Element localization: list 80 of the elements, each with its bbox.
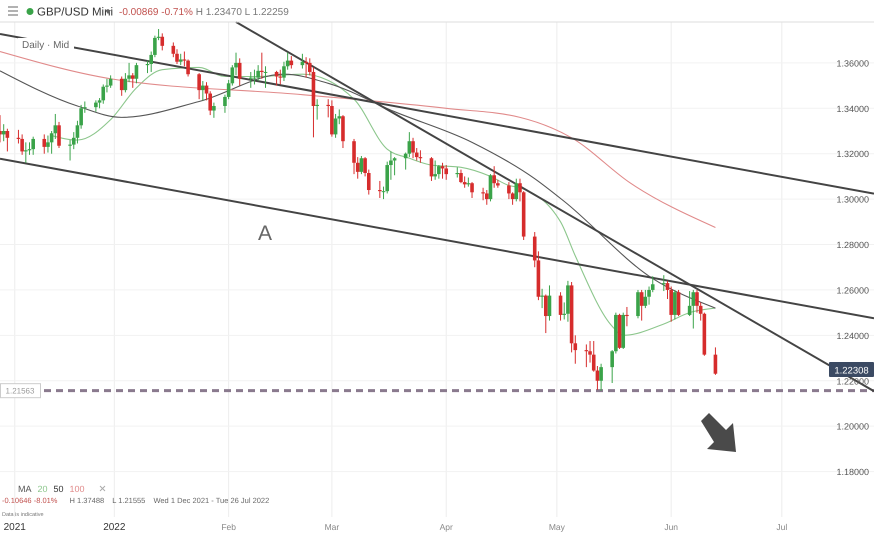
candlestick (636, 289, 640, 319)
y-tick-label: 1.36000 (836, 58, 869, 68)
candlestick (676, 289, 680, 317)
annotation: A (258, 222, 272, 245)
candlestick (252, 69, 256, 85)
x-tick-label: Jul (776, 522, 788, 532)
candlestick (120, 76, 124, 96)
x-tick-label: Feb (221, 522, 236, 532)
candlestick (238, 58, 242, 86)
x-tick-label: 2022 (103, 522, 126, 533)
candlestick (599, 363, 603, 392)
candlestick (466, 177, 470, 188)
candlestick (548, 284, 552, 322)
candlestick (248, 71, 253, 88)
candlestick (714, 346, 718, 376)
y-tick-label: 1.20000 (836, 422, 869, 432)
candlestick (108, 74, 112, 88)
candlestick (492, 166, 496, 188)
candlestick (300, 53, 304, 70)
candlestick (274, 70, 278, 86)
candlestick (201, 80, 205, 101)
candlestick (692, 289, 696, 330)
chart-subtitle: -0.00869 -0.71% H 1.23470 L 1.22259 (119, 7, 290, 18)
candlestick (440, 162, 444, 180)
candlestick (558, 292, 562, 322)
annotation: 1.22308 (834, 366, 869, 376)
candlestick (256, 64, 260, 82)
candlestick (42, 134, 46, 154)
candlestick (264, 66, 268, 88)
candlestick (662, 274, 666, 292)
line-series (51, 66, 716, 336)
candlestick (459, 169, 463, 184)
y-tick-label: 1.24000 (836, 330, 869, 341)
candlestick (430, 156, 434, 182)
text: 20 (38, 484, 48, 494)
candlestick (360, 155, 364, 175)
candlestick (212, 102, 216, 118)
candlestick (20, 134, 24, 156)
y-tick-label: 1.18000 (836, 467, 869, 478)
candlestick (444, 164, 448, 180)
candlestick (94, 100, 98, 112)
candlestick (640, 289, 644, 322)
x-tick-label: 2021 (4, 522, 26, 533)
text: 100 (70, 484, 85, 494)
candlestick (2, 124, 6, 142)
x-tick-label: May (548, 522, 566, 532)
candlestick (470, 182, 474, 198)
candlestick (334, 113, 338, 138)
y-tick-label: 1.32000 (836, 149, 869, 160)
candlestick (352, 138, 356, 175)
candlestick (197, 72, 201, 100)
candlestick (6, 128, 10, 152)
candlestick (514, 178, 518, 202)
candlestick (290, 56, 294, 70)
candlestick (134, 62, 138, 84)
text: 50 (54, 484, 64, 494)
y-tick-label: 1.28000 (836, 240, 869, 250)
candlestick (544, 294, 548, 334)
candlestick (644, 289, 648, 309)
x-tick-label: Apr (440, 522, 453, 532)
x-tick-label: Mar (324, 522, 340, 532)
candlestick (488, 174, 492, 202)
candlestick (160, 32, 164, 51)
candlestick (411, 137, 415, 159)
candlestick (673, 289, 677, 320)
candlestick (484, 190, 489, 206)
legend-title: MA (18, 484, 32, 494)
candlestick (57, 121, 61, 149)
candlestick (437, 164, 441, 180)
candlestick (46, 135, 50, 154)
annotation: Daily · Mid (22, 40, 70, 51)
y-tick-label: 1.34000 (836, 104, 869, 114)
y-tick-label: 1.30000 (836, 194, 869, 205)
ref-line-label: 1.21563 (6, 386, 36, 396)
y-tick-label: 1.26000 (836, 285, 869, 296)
candlestick (433, 160, 437, 180)
x-tick-label: Jun (664, 522, 678, 532)
candlestick (130, 72, 135, 88)
candlestick (304, 56, 308, 78)
candlestick (31, 136, 35, 156)
